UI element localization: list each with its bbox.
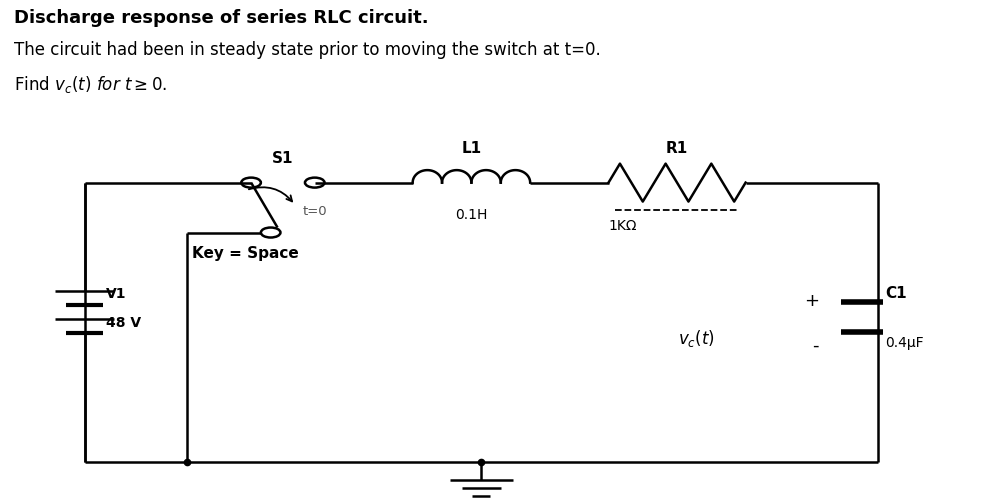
Text: L1: L1 xyxy=(462,141,481,156)
Text: -: - xyxy=(812,336,819,354)
Text: V1: V1 xyxy=(106,287,127,300)
Text: t=0: t=0 xyxy=(303,204,328,217)
Text: C1: C1 xyxy=(885,286,906,300)
Text: The circuit had been in steady state prior to moving the switch at t=0.: The circuit had been in steady state pri… xyxy=(14,41,601,59)
Text: $v_c(t)$: $v_c(t)$ xyxy=(679,327,715,348)
Text: Key = Space: Key = Space xyxy=(192,245,300,261)
Text: Find $v_c(t)$ $for$ $t \geq 0$.: Find $v_c(t)$ $for$ $t \geq 0$. xyxy=(14,74,167,95)
Text: 48 V: 48 V xyxy=(106,315,141,329)
Text: +: + xyxy=(804,292,819,309)
Text: 0.4μF: 0.4μF xyxy=(885,335,924,349)
Text: 1KΩ: 1KΩ xyxy=(609,218,637,232)
Text: R1: R1 xyxy=(666,141,688,156)
Text: Discharge response of series RLC circuit.: Discharge response of series RLC circuit… xyxy=(14,9,429,27)
Text: 0.1H: 0.1H xyxy=(456,207,488,221)
Text: S1: S1 xyxy=(272,151,294,166)
